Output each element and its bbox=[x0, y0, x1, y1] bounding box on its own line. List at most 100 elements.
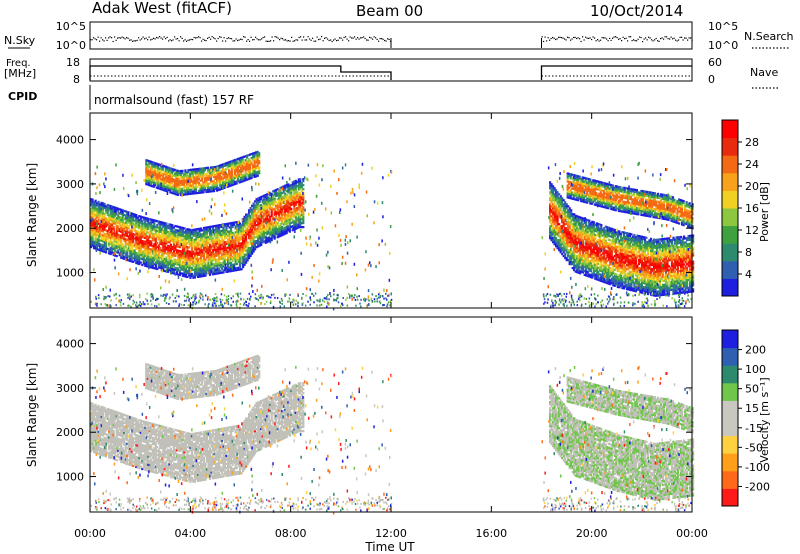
power-cell bbox=[213, 190, 215, 192]
nsky-point bbox=[215, 38, 216, 39]
nsky-point bbox=[176, 38, 177, 39]
power-cell bbox=[554, 235, 556, 237]
power-cell bbox=[196, 180, 198, 182]
power-cell bbox=[557, 221, 559, 223]
nsky-point bbox=[326, 37, 327, 38]
nsky-point bbox=[560, 37, 561, 38]
power-cell bbox=[183, 249, 185, 251]
power-cell bbox=[551, 223, 553, 225]
power-cell bbox=[190, 189, 192, 191]
nsky-point bbox=[243, 36, 244, 37]
nsky-point bbox=[306, 39, 307, 40]
nsky-point bbox=[275, 36, 276, 37]
nsky-point bbox=[588, 38, 589, 39]
nsky-point bbox=[144, 38, 145, 39]
nsky-point bbox=[368, 40, 369, 41]
power-cell bbox=[165, 258, 167, 260]
power-cell bbox=[126, 253, 128, 255]
power-cell bbox=[268, 212, 270, 214]
power-cell bbox=[290, 192, 292, 194]
power-cell bbox=[557, 219, 559, 221]
power-cell bbox=[557, 195, 559, 197]
nsky-point bbox=[582, 36, 583, 37]
nsky-point bbox=[371, 37, 372, 38]
power-cell bbox=[554, 201, 556, 203]
nsky-point bbox=[687, 40, 688, 41]
power-cell bbox=[289, 231, 291, 233]
power-cell bbox=[202, 191, 204, 193]
power-cell bbox=[549, 181, 551, 183]
power-cell bbox=[245, 262, 247, 264]
nsky-point bbox=[356, 39, 357, 40]
nsky-point bbox=[644, 39, 645, 40]
nsky-point bbox=[207, 38, 208, 39]
nsky-point bbox=[116, 40, 117, 41]
nsky-point bbox=[132, 41, 133, 42]
nsky-point bbox=[111, 37, 112, 38]
power-cell bbox=[206, 232, 208, 234]
nsky-point bbox=[113, 41, 114, 42]
power-cell bbox=[302, 188, 304, 190]
power-cell bbox=[564, 255, 566, 257]
nsky-point bbox=[107, 40, 108, 41]
power-cell bbox=[254, 248, 256, 250]
nsky-point bbox=[323, 40, 324, 41]
power-cell bbox=[290, 208, 292, 210]
power-cell bbox=[570, 209, 572, 211]
nsky-point bbox=[254, 39, 255, 40]
power-cell bbox=[286, 232, 288, 234]
nsky-point bbox=[284, 40, 285, 41]
power-cell bbox=[204, 169, 206, 171]
freq-line-segment-2 bbox=[542, 66, 693, 80]
power-cell bbox=[549, 203, 551, 205]
nsky-point bbox=[257, 38, 258, 39]
nsky-point bbox=[195, 37, 196, 38]
power-cell bbox=[247, 241, 249, 243]
power-cell bbox=[561, 227, 563, 229]
nsky-point bbox=[230, 38, 231, 39]
nsky-point bbox=[98, 37, 99, 38]
nsky-point bbox=[164, 36, 165, 37]
power-cell bbox=[563, 251, 565, 253]
nsky-point bbox=[594, 38, 595, 39]
power-cell bbox=[131, 230, 133, 232]
nsky-point bbox=[221, 37, 222, 38]
power-cell bbox=[302, 206, 304, 208]
nsky-point bbox=[330, 39, 331, 40]
nsky-point bbox=[287, 40, 288, 41]
nsky-point bbox=[335, 39, 336, 40]
nsky-tick-bottom: 10^0 bbox=[56, 39, 86, 52]
power-cell bbox=[249, 166, 251, 168]
nsky-point bbox=[380, 38, 381, 39]
nsky-point bbox=[314, 41, 315, 42]
nsky-point bbox=[668, 38, 669, 39]
nsky-point bbox=[615, 36, 616, 37]
power-cell bbox=[107, 212, 109, 214]
nsky-point bbox=[546, 40, 547, 41]
power-cell bbox=[207, 167, 209, 169]
power-cell bbox=[274, 198, 276, 200]
nsky-point bbox=[620, 38, 621, 39]
nsky-point bbox=[231, 38, 232, 39]
power-cell bbox=[277, 222, 279, 224]
nsky-point bbox=[372, 39, 373, 40]
power-heatmap bbox=[90, 151, 694, 311]
nsky-point bbox=[258, 39, 259, 40]
power-cell bbox=[153, 223, 155, 225]
power-cell bbox=[258, 162, 260, 164]
date-title: 10/Oct/2014 bbox=[590, 2, 683, 20]
power-cell bbox=[281, 202, 283, 204]
power-cell bbox=[558, 233, 560, 235]
power-cell bbox=[274, 236, 276, 238]
power-cell bbox=[558, 223, 560, 225]
power-cell bbox=[302, 222, 304, 224]
nsky-point bbox=[315, 41, 316, 42]
nsky-point bbox=[386, 41, 387, 42]
nsky-point bbox=[248, 39, 249, 40]
nsky-point bbox=[126, 37, 127, 38]
power-cell bbox=[552, 185, 554, 187]
nsky-point bbox=[153, 38, 154, 39]
power-cell bbox=[569, 225, 571, 227]
power-cell bbox=[232, 226, 234, 228]
power-cell bbox=[251, 177, 253, 179]
